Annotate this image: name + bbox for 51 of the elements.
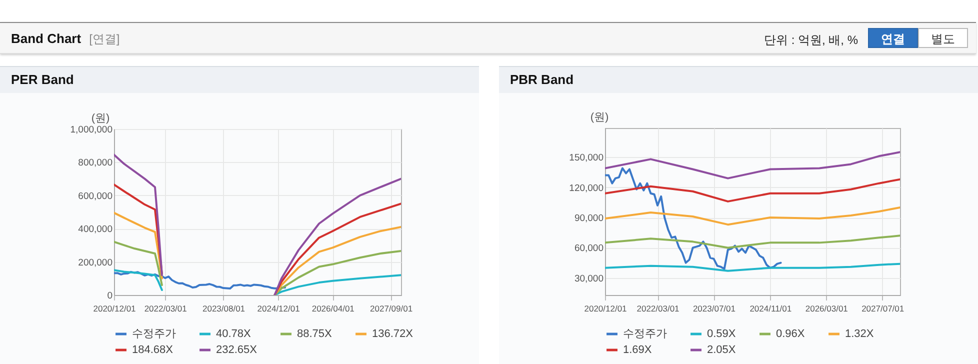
y-tick-label: 120,000 — [569, 182, 604, 194]
x-tick-label: 2020/12/01 — [584, 304, 628, 314]
legend-label: 1.69X — [623, 344, 652, 356]
x-tick-label: 2022/03/01 — [144, 304, 188, 314]
line-series — [605, 206, 900, 226]
legend-label: 0.59X — [707, 328, 736, 340]
text: 연결 — [868, 28, 918, 48]
x-tick-label: 2027/07/01 — [862, 304, 904, 314]
y-tick-label: 60,000 — [574, 243, 604, 254]
y-tick-label: 1,000,000 — [70, 124, 112, 136]
line-series — [605, 178, 900, 202]
line-series — [605, 234, 900, 249]
text: Band Chart — [11, 31, 82, 46]
x-tick-label: 2027/09/01 — [370, 304, 413, 314]
legend-label: 수정주가 — [623, 328, 667, 340]
x-tick-label: 2022/03/01 — [636, 304, 680, 314]
line-series — [605, 167, 782, 270]
line-series — [605, 151, 900, 180]
y-tick-label: 200,000 — [78, 257, 112, 268]
line-series — [114, 270, 286, 290]
legend-label: 232.65X — [216, 344, 258, 356]
x-tick-label: 2024/12/01 — [257, 304, 300, 314]
legend-label: 40.78X — [216, 328, 252, 340]
y-tick-label: 150,000 — [569, 152, 604, 164]
legend-label: 0.96X — [776, 328, 806, 340]
y-axis-title: (원) — [590, 112, 609, 124]
legend-label: 2.05X — [707, 344, 736, 356]
y-tick-label: 400,000 — [78, 224, 112, 236]
text: 별도 — [918, 28, 968, 48]
x-tick-label: 2020/12/01 — [93, 304, 136, 314]
legend-label: 88.75X — [297, 328, 333, 340]
x-tick-label: 2024/11/01 — [750, 304, 792, 314]
legend-label: 136.72X — [372, 328, 414, 340]
x-tick-label: 2026/03/01 — [805, 304, 848, 314]
text: 단위 : 억원, 배, % — [764, 32, 858, 49]
x-tick-label: 2023/07/01 — [692, 304, 736, 314]
y-tick-label: 30,000 — [574, 273, 604, 284]
legend-label: 1.32X — [845, 328, 874, 340]
y-tick-label: 600,000 — [78, 190, 112, 202]
text: [연결] — [89, 32, 120, 46]
y-tick-label: 0 — [107, 290, 112, 302]
x-tick-label: 2026/04/01 — [312, 304, 355, 314]
y-tick-label: 90,000 — [574, 213, 604, 224]
legend-label: 수정주가 — [132, 328, 176, 340]
y-axis-title: (원) — [91, 112, 110, 124]
line-series — [605, 262, 900, 272]
legend-label: 184.68X — [132, 344, 174, 356]
y-tick-label: 800,000 — [78, 158, 112, 169]
x-tick-label: 2023/08/01 — [202, 304, 246, 314]
chart-title: PBR Band — [499, 66, 978, 93]
chart-title: PER Band — [0, 66, 479, 93]
